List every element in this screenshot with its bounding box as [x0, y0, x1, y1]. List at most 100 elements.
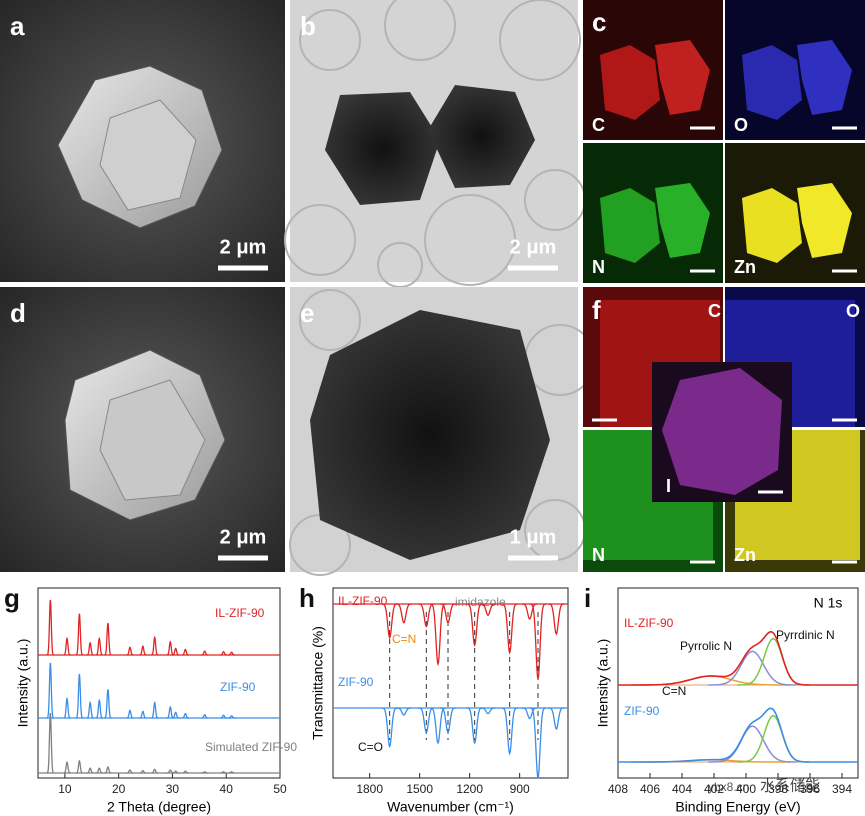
- peak: [201, 650, 209, 656]
- peak: [126, 646, 134, 656]
- peak: [104, 766, 112, 774]
- peak: [381, 603, 398, 640]
- x-tick-label: 900: [510, 782, 530, 796]
- panel-letter: a: [10, 11, 25, 41]
- panel-d: d 2 μm: [0, 287, 285, 572]
- x-tick-label: 398: [768, 782, 788, 796]
- peak: [521, 707, 538, 720]
- component: [708, 725, 797, 763]
- scale-text: 2 μm: [220, 526, 267, 548]
- component: [737, 637, 810, 686]
- peak: [181, 770, 189, 774]
- peak: [104, 622, 112, 656]
- series-label: ZIF-90: [220, 680, 256, 694]
- series-label: ZIF-90: [624, 704, 660, 718]
- peak: [95, 698, 103, 719]
- fit-envelope: [618, 631, 858, 686]
- grid-holes: [284, 0, 586, 288]
- peak: [395, 707, 412, 716]
- y-axis-label: Transmittance (%): [310, 626, 326, 740]
- peak: [201, 771, 209, 774]
- component: [708, 650, 797, 686]
- peak: [63, 696, 71, 719]
- component-label: Pyrrdinic N: [776, 628, 835, 642]
- peak: [63, 636, 71, 656]
- scale-bars: [690, 126, 857, 273]
- peak: [86, 701, 94, 719]
- peak: [548, 707, 565, 731]
- panel-letter: g: [4, 583, 20, 613]
- crystal-map: [600, 188, 660, 263]
- peak: [521, 603, 538, 620]
- peak: [139, 769, 147, 774]
- peak: [479, 603, 497, 617]
- peak: [181, 712, 189, 719]
- element-label: C: [592, 115, 605, 135]
- panel-b: b 2 μm: [284, 0, 586, 288]
- peak: [75, 613, 84, 656]
- x-tick-label: 408: [608, 782, 628, 796]
- peak: [219, 771, 228, 774]
- plot-frame: [37, 587, 281, 779]
- crystal-map: [662, 368, 782, 495]
- peak: [151, 701, 159, 719]
- crystal: [325, 92, 440, 205]
- peak: [126, 709, 134, 719]
- crystal-map: [655, 183, 710, 258]
- element-label: O: [846, 301, 860, 321]
- panel-letter: h: [299, 583, 315, 613]
- peak: [151, 768, 159, 774]
- peak: [429, 603, 447, 667]
- series-label: IL-ZIF-90: [338, 594, 388, 608]
- panel-letter: c: [592, 7, 606, 37]
- peak: [95, 636, 103, 656]
- component: [630, 675, 791, 686]
- panel-letter: e: [300, 298, 314, 328]
- peak: [228, 771, 236, 774]
- crystal: [310, 310, 550, 560]
- x-tick-label: 400: [736, 782, 756, 796]
- panel-letter: i: [584, 583, 591, 613]
- scale-text: 2 μm: [510, 236, 557, 258]
- panel-letter: b: [300, 11, 316, 41]
- series-label: ZIF-90: [338, 675, 374, 689]
- x-axis-label: Wavenumber (cm⁻¹): [387, 799, 514, 815]
- peak: [46, 712, 55, 774]
- plot-frame: [617, 587, 859, 779]
- element-label: O: [734, 115, 748, 135]
- peak: [126, 769, 134, 774]
- watermark: ybx8.cn: [708, 780, 749, 794]
- y-axis-label: Intensity (a.u.): [595, 639, 611, 728]
- crystal-map: [655, 40, 710, 115]
- peak: [46, 662, 55, 719]
- scale-text: 1 μm: [510, 526, 557, 548]
- panel-a: a 2 μm: [0, 0, 285, 282]
- element-label: Zn: [734, 257, 756, 277]
- peak: [172, 647, 180, 656]
- x-tick-label: 396: [800, 782, 820, 796]
- panel-letter: d: [10, 298, 26, 328]
- peak: [63, 761, 71, 774]
- y-axis-label: Intensity (a.u.): [15, 639, 31, 728]
- peak: [181, 648, 189, 656]
- peak: [529, 603, 547, 680]
- element-label: C: [708, 301, 721, 321]
- peak: [395, 603, 412, 624]
- x-tick-label: 1500: [406, 782, 433, 796]
- element-label: I: [666, 476, 671, 496]
- peak: [86, 767, 94, 774]
- peak: [201, 713, 209, 719]
- x-tick-label: 406: [640, 782, 660, 796]
- peak: [466, 707, 483, 745]
- element-label: N: [592, 257, 605, 277]
- x-tick-label: 404: [672, 782, 692, 796]
- panel-c: c C O N Zn: [583, 0, 865, 283]
- crystal-map: [742, 188, 802, 263]
- peak: [95, 767, 103, 774]
- peak: [501, 603, 518, 655]
- annotation: C=O: [358, 740, 383, 754]
- peak: [75, 759, 84, 774]
- crystal-map: [797, 40, 852, 115]
- panel-letter: f: [592, 295, 601, 325]
